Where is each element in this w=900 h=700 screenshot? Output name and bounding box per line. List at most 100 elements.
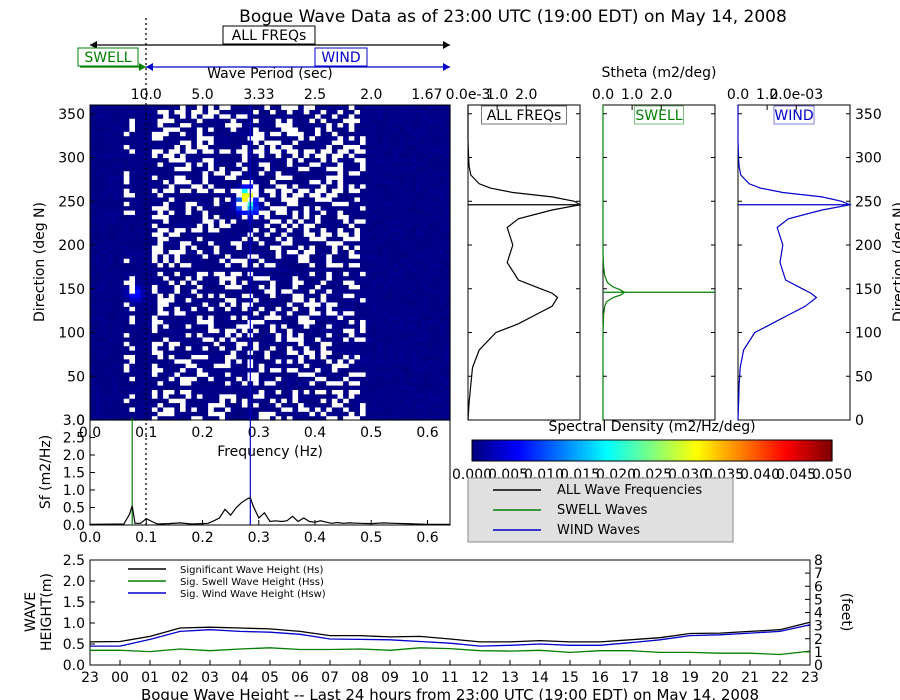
heatmap-cell: [106, 122, 114, 128]
heatmap-cell: [180, 332, 187, 338]
heatmap-cell: [393, 341, 400, 347]
heatmap-cell: [421, 175, 429, 180]
heatmap-cell: [196, 275, 204, 281]
heatmap-cell: [343, 161, 350, 167]
heatmap-cell: [438, 371, 445, 377]
heatmap-cell: [360, 192, 367, 198]
colorbar-segment: [532, 440, 536, 461]
heatmap-cell: [371, 288, 378, 294]
heatmap-cell: [168, 393, 175, 399]
heatmap-cell: [354, 196, 361, 202]
heatmap-cell: [438, 363, 445, 369]
heatmap-cell: [382, 214, 389, 220]
heatmap-cell: [275, 131, 282, 137]
heatmap-cell: [303, 367, 310, 373]
heatmap-cell: [303, 175, 310, 180]
heatmap-cell: [213, 175, 220, 180]
heatmap-cell: [433, 363, 440, 369]
heatmap-cell: [241, 249, 249, 255]
heatmap-cell: [371, 253, 378, 259]
heatmap-cell: [286, 126, 294, 132]
heatmap-cell: [365, 376, 372, 382]
heatmap-cell: [95, 354, 102, 360]
heatmap-cell: [331, 249, 339, 255]
heatmap-cell: [230, 205, 237, 211]
heatmap-cell: [95, 358, 102, 364]
heatmap-cell: [241, 310, 249, 316]
heatmap-cell: [208, 161, 215, 167]
heatmap-cell: [382, 113, 389, 119]
heatmap-cell: [410, 288, 417, 294]
heatmap-cell: [180, 323, 187, 329]
heatmap-cell: [118, 367, 125, 373]
heatmap-cell: [343, 109, 350, 115]
heatmap-cell: [416, 275, 423, 281]
wind-arrow-left: [146, 63, 153, 71]
heatmap-cell: [354, 118, 361, 124]
heatmap-cell: [382, 345, 389, 351]
heatmap-cell: [202, 393, 209, 399]
heatmap-cell: [331, 341, 339, 347]
heatmap-cell: [129, 367, 136, 373]
heatmap-cell: [253, 175, 260, 180]
heatmap-cell: [95, 271, 102, 277]
heatmap-cell: [354, 371, 361, 377]
heatmap-cell: [399, 148, 406, 154]
heatmap-cell: [225, 227, 232, 233]
heatmap-cell: [230, 227, 237, 233]
heatmap-cell: [253, 284, 260, 290]
heatmap-cell: [337, 319, 344, 325]
heatmap-cell: [151, 214, 159, 220]
heatmap-cell: [298, 179, 305, 185]
heatmap-cell: [365, 161, 372, 167]
heatmap-cell: [123, 157, 130, 163]
heatmap-cell: [129, 345, 136, 351]
heatmap-cell: [444, 376, 451, 382]
heatmap-cell: [90, 310, 97, 316]
heatmap-cell: [365, 328, 372, 334]
heatmap-cell: [427, 179, 434, 185]
heatmap-cell: [309, 284, 316, 290]
heatmap-cell: [219, 227, 226, 233]
heatmap-cell: [382, 297, 389, 303]
heatmap-cell: [270, 406, 277, 412]
heatmap-cell: [292, 240, 299, 246]
heatmap-cell: [371, 393, 378, 399]
heatmap-cell: [427, 297, 434, 303]
heatmap-cell: [270, 358, 277, 364]
heatmap-cell: [365, 231, 372, 237]
heatmap-cell: [376, 113, 384, 119]
heatmap-cell: [225, 393, 232, 399]
heatmap-cell: [331, 271, 339, 277]
heatmap-cell: [399, 350, 406, 355]
heatmap-cell: [320, 188, 327, 194]
heatmap-cell: [309, 249, 316, 255]
heatmap-cell: [393, 201, 400, 207]
heatmap-cell: [354, 223, 361, 229]
heatmap-cell: [180, 284, 187, 290]
heatmap-cell: [185, 105, 192, 110]
heatmap-cell: [174, 201, 181, 207]
heatmap-cell: [185, 310, 192, 316]
heatmap-cell: [438, 406, 445, 412]
heatmap-cell: [416, 188, 423, 194]
heatmap-cell: [433, 183, 440, 189]
heatmap-cell: [416, 293, 423, 299]
heatmap-cell: [371, 284, 378, 290]
heatmap-cell: [118, 157, 125, 163]
heatmap-cell: [129, 214, 136, 220]
heatmap-cell: [230, 371, 237, 377]
heatmap-cell: [388, 205, 395, 211]
history-x-tick-label: 08: [351, 670, 369, 686]
heatmap-cell: [146, 328, 153, 334]
heatmap-cell: [146, 192, 153, 198]
heatmap-cell: [382, 231, 389, 237]
heatmap-cell: [382, 341, 389, 347]
heatmap-cell: [421, 323, 429, 329]
heatmap-cell: [185, 140, 192, 145]
heatmap-cell: [135, 210, 142, 215]
heatmap-cell: [410, 354, 417, 360]
heatmap-cell: [270, 266, 277, 272]
heatmap-cell: [320, 398, 327, 404]
heatmap-cell: [270, 214, 277, 220]
